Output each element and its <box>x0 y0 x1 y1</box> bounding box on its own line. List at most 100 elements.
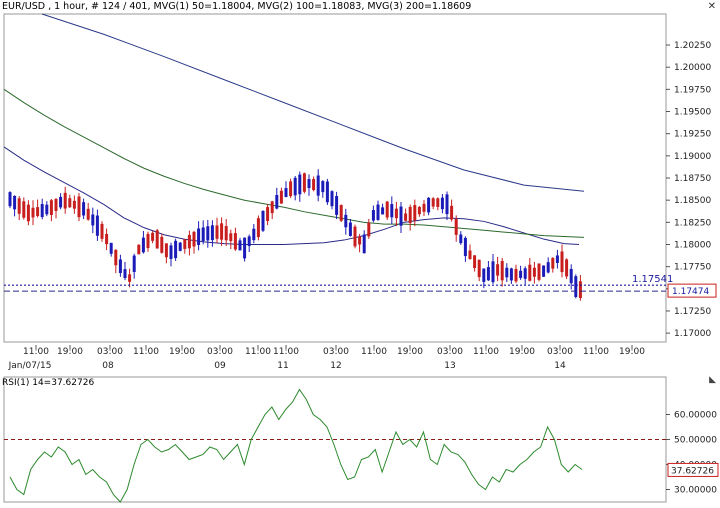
y-tick-label: 1.17250 <box>674 307 711 317</box>
rsi-last-label: 37.62726 <box>671 466 714 476</box>
candle-body <box>59 196 63 208</box>
candle-body <box>302 173 306 192</box>
rsi-title: RSI(1) 14=37.62726 <box>2 378 95 388</box>
candle-body <box>169 245 173 259</box>
candle-body <box>220 223 224 240</box>
rsi-tick-label: 60.00000 <box>674 411 717 421</box>
candle-body <box>422 203 426 212</box>
candle-body <box>482 268 486 282</box>
candle-body <box>123 269 127 278</box>
y-tick-label: 1.18250 <box>674 218 711 228</box>
y-tick-label: 1.19750 <box>674 85 711 95</box>
x-tick-label: 03:00 <box>547 347 573 357</box>
x-tick-label: 03:00 <box>323 347 349 357</box>
candle-body <box>293 177 297 196</box>
candle-body <box>137 244 141 255</box>
close-icon[interactable]: ✕ <box>707 1 716 12</box>
y-tick-label: 1.19000 <box>674 152 711 162</box>
candle-body <box>224 226 228 241</box>
rsi-line <box>9 388 583 503</box>
candle-body <box>381 207 385 215</box>
candle-body <box>537 263 541 280</box>
last-price-box <box>667 283 717 298</box>
plot-area <box>3 13 667 343</box>
date-label: Jan/07/15 <box>8 361 52 371</box>
date-label: 11 <box>277 361 288 371</box>
candle-body <box>289 181 293 197</box>
x-tick-label: 19:00 <box>619 347 645 357</box>
x-tick-label: 11:00 <box>361 347 387 357</box>
candle-body <box>187 234 191 249</box>
x-tick-label: 19:00 <box>57 347 83 357</box>
candle-body <box>551 257 555 269</box>
candle-body <box>91 214 95 226</box>
candle-body <box>321 181 325 193</box>
candle-body <box>312 179 316 191</box>
candle-body <box>77 196 81 218</box>
x-tick-label: 03:00 <box>437 347 463 357</box>
candle-body <box>54 198 58 211</box>
y-tick-label: 1.17000 <box>674 329 711 339</box>
date-label: 09 <box>214 361 226 371</box>
candle-body <box>555 255 559 263</box>
candle-body <box>473 255 477 268</box>
candle-body <box>105 234 109 245</box>
candle-body <box>22 201 26 218</box>
x-tick-label: 11:00 <box>245 347 271 357</box>
last-price-label: 1.17474 <box>672 287 709 297</box>
candle-body <box>72 200 76 209</box>
date-label: 08 <box>102 361 114 371</box>
candle-body <box>243 237 247 259</box>
candle-body <box>247 236 251 247</box>
candle-body <box>532 267 536 277</box>
candle-body <box>565 259 569 277</box>
y-tick-label: 1.18000 <box>674 240 711 250</box>
candle-body <box>578 281 582 298</box>
candle-body <box>141 237 145 253</box>
candle-body <box>394 208 398 219</box>
chart-title: EUR/USD , 1 hour, # 124 / 401, MVG(1) 50… <box>2 1 472 12</box>
candle-body <box>109 242 113 254</box>
moving-average-line <box>41 13 585 192</box>
time-axis: 11:00 19:00 03:00 11:00 19:00 03:00 11:00 11:00… <box>0 345 720 375</box>
x-tick-label: 03:00 <box>97 347 123 357</box>
candle-body <box>528 264 532 281</box>
candle-body <box>49 200 53 216</box>
candle-body <box>454 219 458 235</box>
rsi-last-box <box>667 462 719 477</box>
candle-body <box>496 264 500 276</box>
candle-body <box>63 192 67 209</box>
candle-body <box>371 210 375 221</box>
reference-line-label: 1.17541 <box>632 274 673 285</box>
candle-body <box>275 195 279 209</box>
y-tick-label: 1.20000 <box>674 63 711 73</box>
candle-body <box>477 259 481 278</box>
candle-body <box>266 207 270 222</box>
candle-body <box>270 201 274 214</box>
candle-body <box>523 268 527 279</box>
candle-body <box>574 276 578 297</box>
moving-average-line <box>3 146 580 245</box>
candle-body <box>385 201 389 218</box>
triangle-collapse-icon[interactable]: ◣ <box>709 375 716 385</box>
candle-body <box>155 230 159 249</box>
candle-body <box>210 225 214 241</box>
candle-body <box>13 195 17 210</box>
candle-body <box>463 237 467 257</box>
candle-body <box>201 227 205 242</box>
candle-body <box>36 207 40 216</box>
candle-body <box>31 207 35 218</box>
candle-body <box>40 204 44 218</box>
rsi-pane: 60.0000050.0000040.0000030.0000037.62726… <box>0 375 720 504</box>
candle-body <box>8 192 12 207</box>
time-axis-svg: 11:00 19:00 03:00 11:00 19:00 03:00 11:00 11:00… <box>8 345 645 371</box>
candle-body <box>325 181 329 203</box>
candle-body <box>427 197 431 213</box>
candle-body <box>183 239 187 249</box>
candle-body <box>238 240 242 251</box>
price-chart-pane: 1.20250 1.20000 1.19750 1.19500 1.19250 1.190… <box>2 1 717 343</box>
candle-body <box>404 213 408 221</box>
candle-body <box>468 250 472 260</box>
candle-body <box>256 218 260 238</box>
